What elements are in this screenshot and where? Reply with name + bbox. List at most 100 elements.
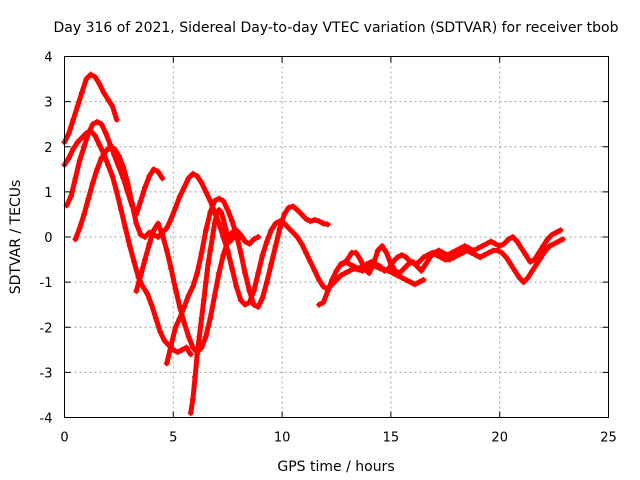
data-point bbox=[105, 96, 112, 103]
data-point bbox=[194, 351, 201, 358]
data-series bbox=[187, 206, 242, 416]
data-point bbox=[189, 344, 196, 351]
data-point bbox=[152, 315, 159, 322]
data-point bbox=[150, 227, 157, 234]
data-point bbox=[387, 261, 394, 268]
data-point bbox=[542, 247, 549, 254]
data-point bbox=[320, 299, 327, 306]
y-tick-label: 2 bbox=[44, 141, 52, 156]
data-point bbox=[163, 247, 170, 254]
data-point bbox=[137, 272, 144, 279]
data-point bbox=[374, 247, 381, 254]
data-point bbox=[89, 121, 96, 128]
data-point bbox=[340, 261, 347, 268]
data-point bbox=[96, 80, 103, 87]
x-tick-label: 5 bbox=[169, 431, 177, 446]
y-tick-label: -3 bbox=[40, 366, 53, 381]
data-point bbox=[346, 267, 353, 274]
data-point bbox=[242, 301, 249, 308]
data-point bbox=[400, 265, 407, 272]
data-point bbox=[414, 263, 421, 270]
data-point bbox=[187, 409, 194, 416]
data-point bbox=[233, 283, 240, 290]
data-point bbox=[142, 256, 149, 263]
data-point bbox=[146, 173, 153, 180]
data-point bbox=[437, 254, 444, 261]
data-point bbox=[207, 209, 214, 216]
data-point bbox=[487, 238, 494, 245]
data-point bbox=[233, 231, 240, 238]
data-point bbox=[316, 276, 323, 283]
data-point bbox=[189, 396, 196, 403]
data-point bbox=[198, 315, 205, 322]
data-point bbox=[496, 243, 503, 250]
x-tick-label: 0 bbox=[60, 431, 68, 446]
data-point bbox=[81, 143, 88, 150]
data-point bbox=[202, 333, 209, 340]
data-point bbox=[398, 274, 405, 281]
y-tick-label: 4 bbox=[44, 51, 52, 66]
data-point bbox=[303, 249, 310, 256]
data-point bbox=[246, 288, 253, 295]
data-point bbox=[74, 139, 81, 146]
data-point bbox=[102, 148, 109, 155]
data-point bbox=[535, 249, 542, 256]
data-point bbox=[176, 193, 183, 200]
data-point bbox=[511, 267, 518, 274]
x-axis-label: GPS time / hours bbox=[277, 459, 394, 475]
data-point bbox=[255, 270, 262, 277]
data-point bbox=[285, 204, 292, 211]
data-point bbox=[202, 227, 209, 234]
data-point bbox=[298, 240, 305, 247]
data-point bbox=[192, 373, 199, 380]
data-point bbox=[131, 258, 138, 265]
data-point bbox=[70, 116, 77, 123]
data-point bbox=[215, 195, 222, 202]
data-point bbox=[242, 270, 249, 277]
data-point bbox=[168, 265, 175, 272]
data-point bbox=[174, 349, 181, 356]
data-point bbox=[263, 279, 270, 286]
data-point bbox=[207, 247, 214, 254]
data-point bbox=[379, 243, 386, 250]
data-point bbox=[272, 220, 279, 227]
data-point bbox=[85, 130, 92, 137]
data-point bbox=[324, 288, 331, 295]
data-point bbox=[172, 324, 179, 331]
data-point bbox=[83, 76, 90, 83]
data-point bbox=[361, 265, 368, 272]
data-point bbox=[194, 270, 201, 277]
data-point bbox=[477, 254, 484, 261]
data-series bbox=[316, 236, 566, 308]
y-tick-label: -2 bbox=[40, 321, 53, 336]
data-point bbox=[298, 211, 305, 218]
series-line bbox=[164, 196, 331, 366]
data-point bbox=[74, 103, 81, 110]
data-point bbox=[344, 256, 351, 263]
data-point bbox=[544, 236, 551, 243]
data-point bbox=[418, 267, 425, 274]
data-point bbox=[194, 173, 201, 180]
data-point bbox=[307, 218, 314, 225]
y-tick-label: -4 bbox=[40, 412, 53, 427]
data-point bbox=[311, 216, 318, 223]
data-point bbox=[144, 290, 151, 297]
data-point bbox=[268, 261, 275, 268]
data-point bbox=[507, 261, 514, 268]
data-point bbox=[324, 221, 331, 228]
data-point bbox=[235, 236, 242, 243]
data-point bbox=[118, 206, 125, 213]
x-tick-label: 15 bbox=[383, 431, 400, 446]
data-point bbox=[377, 263, 384, 270]
data-point bbox=[466, 245, 473, 252]
data-point bbox=[181, 303, 188, 310]
data-point bbox=[481, 252, 488, 259]
data-point bbox=[337, 272, 344, 279]
data-point bbox=[111, 146, 118, 153]
data-point bbox=[237, 249, 244, 256]
data-point bbox=[398, 252, 405, 259]
data-point bbox=[311, 267, 318, 274]
data-point bbox=[142, 234, 149, 240]
data-point bbox=[350, 263, 357, 270]
data-point bbox=[255, 303, 262, 310]
